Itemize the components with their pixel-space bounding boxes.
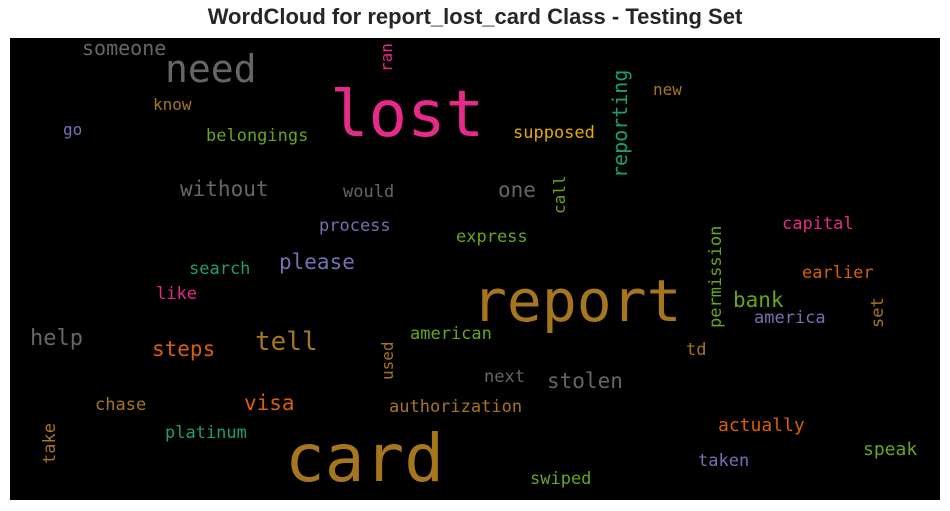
word-need: need: [165, 47, 257, 91]
word-tell: tell: [255, 327, 318, 357]
word-call: call: [550, 175, 569, 214]
word-earlier: earlier: [802, 263, 874, 283]
word-belongings: belongings: [206, 126, 309, 146]
word-help: help: [30, 326, 83, 351]
word-visa: visa: [244, 391, 295, 415]
word-without: without: [180, 177, 269, 201]
word-chase: chase: [95, 395, 147, 415]
word-one: one: [498, 178, 536, 202]
word-would: would: [343, 182, 395, 202]
word-supposed: supposed: [513, 123, 595, 143]
word-someone: someone: [82, 38, 167, 60]
word-ran: ran: [377, 43, 396, 72]
chart-title: WordCloud for report_lost_card Class - T…: [207, 4, 743, 29]
word-swiped: swiped: [530, 469, 592, 489]
word-reporting: reporting: [608, 69, 632, 178]
word-please: please: [279, 250, 355, 274]
word-take: take: [40, 423, 60, 464]
word-platinum: platinum: [165, 423, 247, 443]
word-lost: lost: [330, 78, 485, 152]
word-express: express: [456, 227, 528, 247]
word-authorization: authorization: [389, 397, 523, 417]
word-report: report: [472, 267, 682, 335]
word-like: like: [156, 284, 197, 304]
word-search: search: [189, 259, 251, 279]
word-speak: speak: [863, 439, 918, 460]
word-card: card: [285, 420, 444, 497]
word-america: america: [754, 308, 826, 328]
word-stolen: stolen: [547, 369, 623, 393]
word-go: go: [63, 120, 83, 139]
word-td: td: [686, 340, 707, 360]
word-permission: permission: [706, 225, 726, 328]
wordcloud-canvas: card report lost need someone ran reporting new…: [10, 38, 940, 500]
word-capital: capital: [782, 214, 854, 234]
word-used: used: [378, 341, 397, 380]
word-new: new: [653, 80, 682, 99]
word-know: know: [153, 95, 192, 114]
word-next: next: [484, 367, 525, 387]
word-american: american: [410, 324, 492, 344]
word-taken: taken: [698, 451, 750, 471]
word-process: process: [319, 216, 391, 236]
word-actually: actually: [718, 415, 805, 436]
word-steps: steps: [152, 337, 216, 361]
word-set: set: [868, 297, 888, 328]
word-bank: bank: [733, 288, 784, 312]
